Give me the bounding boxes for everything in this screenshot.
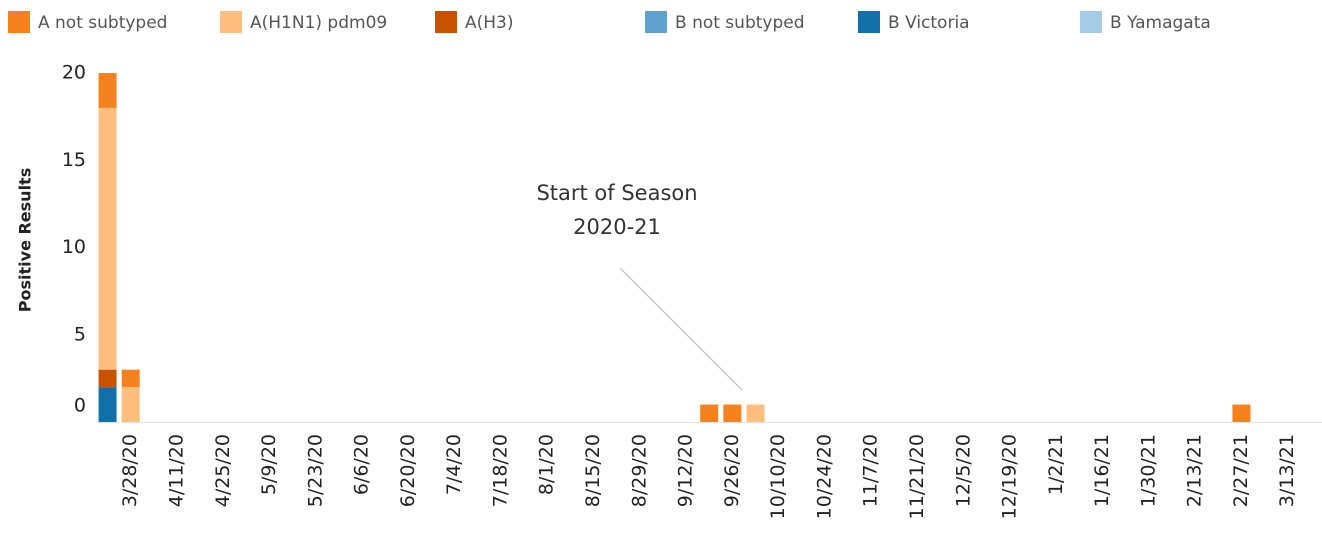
bar-segment bbox=[1232, 404, 1251, 422]
annotation: 2020-21 bbox=[573, 215, 661, 239]
x-tick-label: 1/16/21 bbox=[1091, 434, 1113, 507]
legend-swatch bbox=[1080, 11, 1102, 33]
x-tick-label: 7/18/20 bbox=[489, 434, 511, 507]
legend-label: B not subtyped bbox=[675, 13, 805, 33]
x-tick-label: 2/27/21 bbox=[1230, 434, 1252, 507]
bar-segment bbox=[98, 107, 117, 370]
x-tick-label: 9/26/20 bbox=[721, 434, 743, 507]
y-tick-label: 5 bbox=[74, 323, 86, 345]
y-tick-label: 0 bbox=[74, 395, 86, 417]
bar-segment bbox=[98, 387, 117, 422]
annotation-line bbox=[619, 267, 743, 391]
bar-segment bbox=[723, 404, 742, 422]
legend-label: B Yamagata bbox=[1110, 13, 1211, 33]
x-tick-label: 2/13/21 bbox=[1184, 434, 1206, 507]
x-tick-label: 3/13/21 bbox=[1276, 434, 1298, 507]
y-tick-label: 15 bbox=[62, 149, 86, 171]
bar-segment bbox=[98, 73, 117, 108]
y-tick-label: 10 bbox=[62, 236, 86, 258]
x-tick-label: 9/12/20 bbox=[675, 434, 697, 507]
x-tick-label: 11/7/20 bbox=[860, 434, 882, 507]
x-tick-label: 11/21/20 bbox=[906, 434, 928, 519]
y-axis-title: Positive Results bbox=[16, 168, 35, 312]
bar-segment bbox=[700, 404, 719, 422]
x-tick-label: 12/19/20 bbox=[999, 434, 1021, 519]
x-tick-label: 10/10/20 bbox=[767, 434, 789, 519]
legend-swatch bbox=[645, 11, 667, 33]
x-tick-label: 7/4/20 bbox=[443, 434, 465, 495]
legend-label: A not subtyped bbox=[38, 13, 167, 33]
y-tick-label: 20 bbox=[62, 62, 86, 84]
x-tick-label: 8/15/20 bbox=[582, 434, 604, 507]
legend-swatch bbox=[435, 11, 457, 33]
x-tick-label: 5/9/20 bbox=[258, 434, 280, 495]
bar-segment bbox=[121, 369, 140, 388]
legend-swatch bbox=[220, 11, 242, 33]
legend-swatch bbox=[8, 11, 30, 33]
x-tick-label: 4/11/20 bbox=[165, 434, 187, 507]
x-tick-label: 1/2/21 bbox=[1045, 434, 1067, 495]
bar-segment bbox=[746, 404, 765, 422]
legend-label: A(H1N1) pdm09 bbox=[250, 13, 387, 33]
x-tick-label: 5/23/20 bbox=[304, 434, 326, 507]
bar-segment bbox=[98, 369, 117, 388]
legend-label: B Victoria bbox=[888, 13, 970, 33]
x-tick-label: 6/20/20 bbox=[397, 434, 419, 507]
x-tick-label: 3/28/20 bbox=[119, 434, 141, 507]
x-tick-label: 6/6/20 bbox=[351, 434, 373, 495]
annotation: Start of Season bbox=[536, 181, 697, 205]
bar-segment bbox=[121, 387, 140, 422]
x-tick-label: 1/30/21 bbox=[1137, 434, 1159, 507]
x-tick-label: 4/25/20 bbox=[212, 434, 234, 507]
legend-swatch bbox=[858, 11, 880, 33]
x-tick-label: 8/29/20 bbox=[628, 434, 650, 507]
x-tick-label: 12/5/20 bbox=[952, 434, 974, 507]
legend-label: A(H3) bbox=[465, 13, 514, 33]
x-tick-label: 8/1/20 bbox=[536, 434, 558, 495]
x-tick-label: 10/24/20 bbox=[813, 434, 835, 519]
